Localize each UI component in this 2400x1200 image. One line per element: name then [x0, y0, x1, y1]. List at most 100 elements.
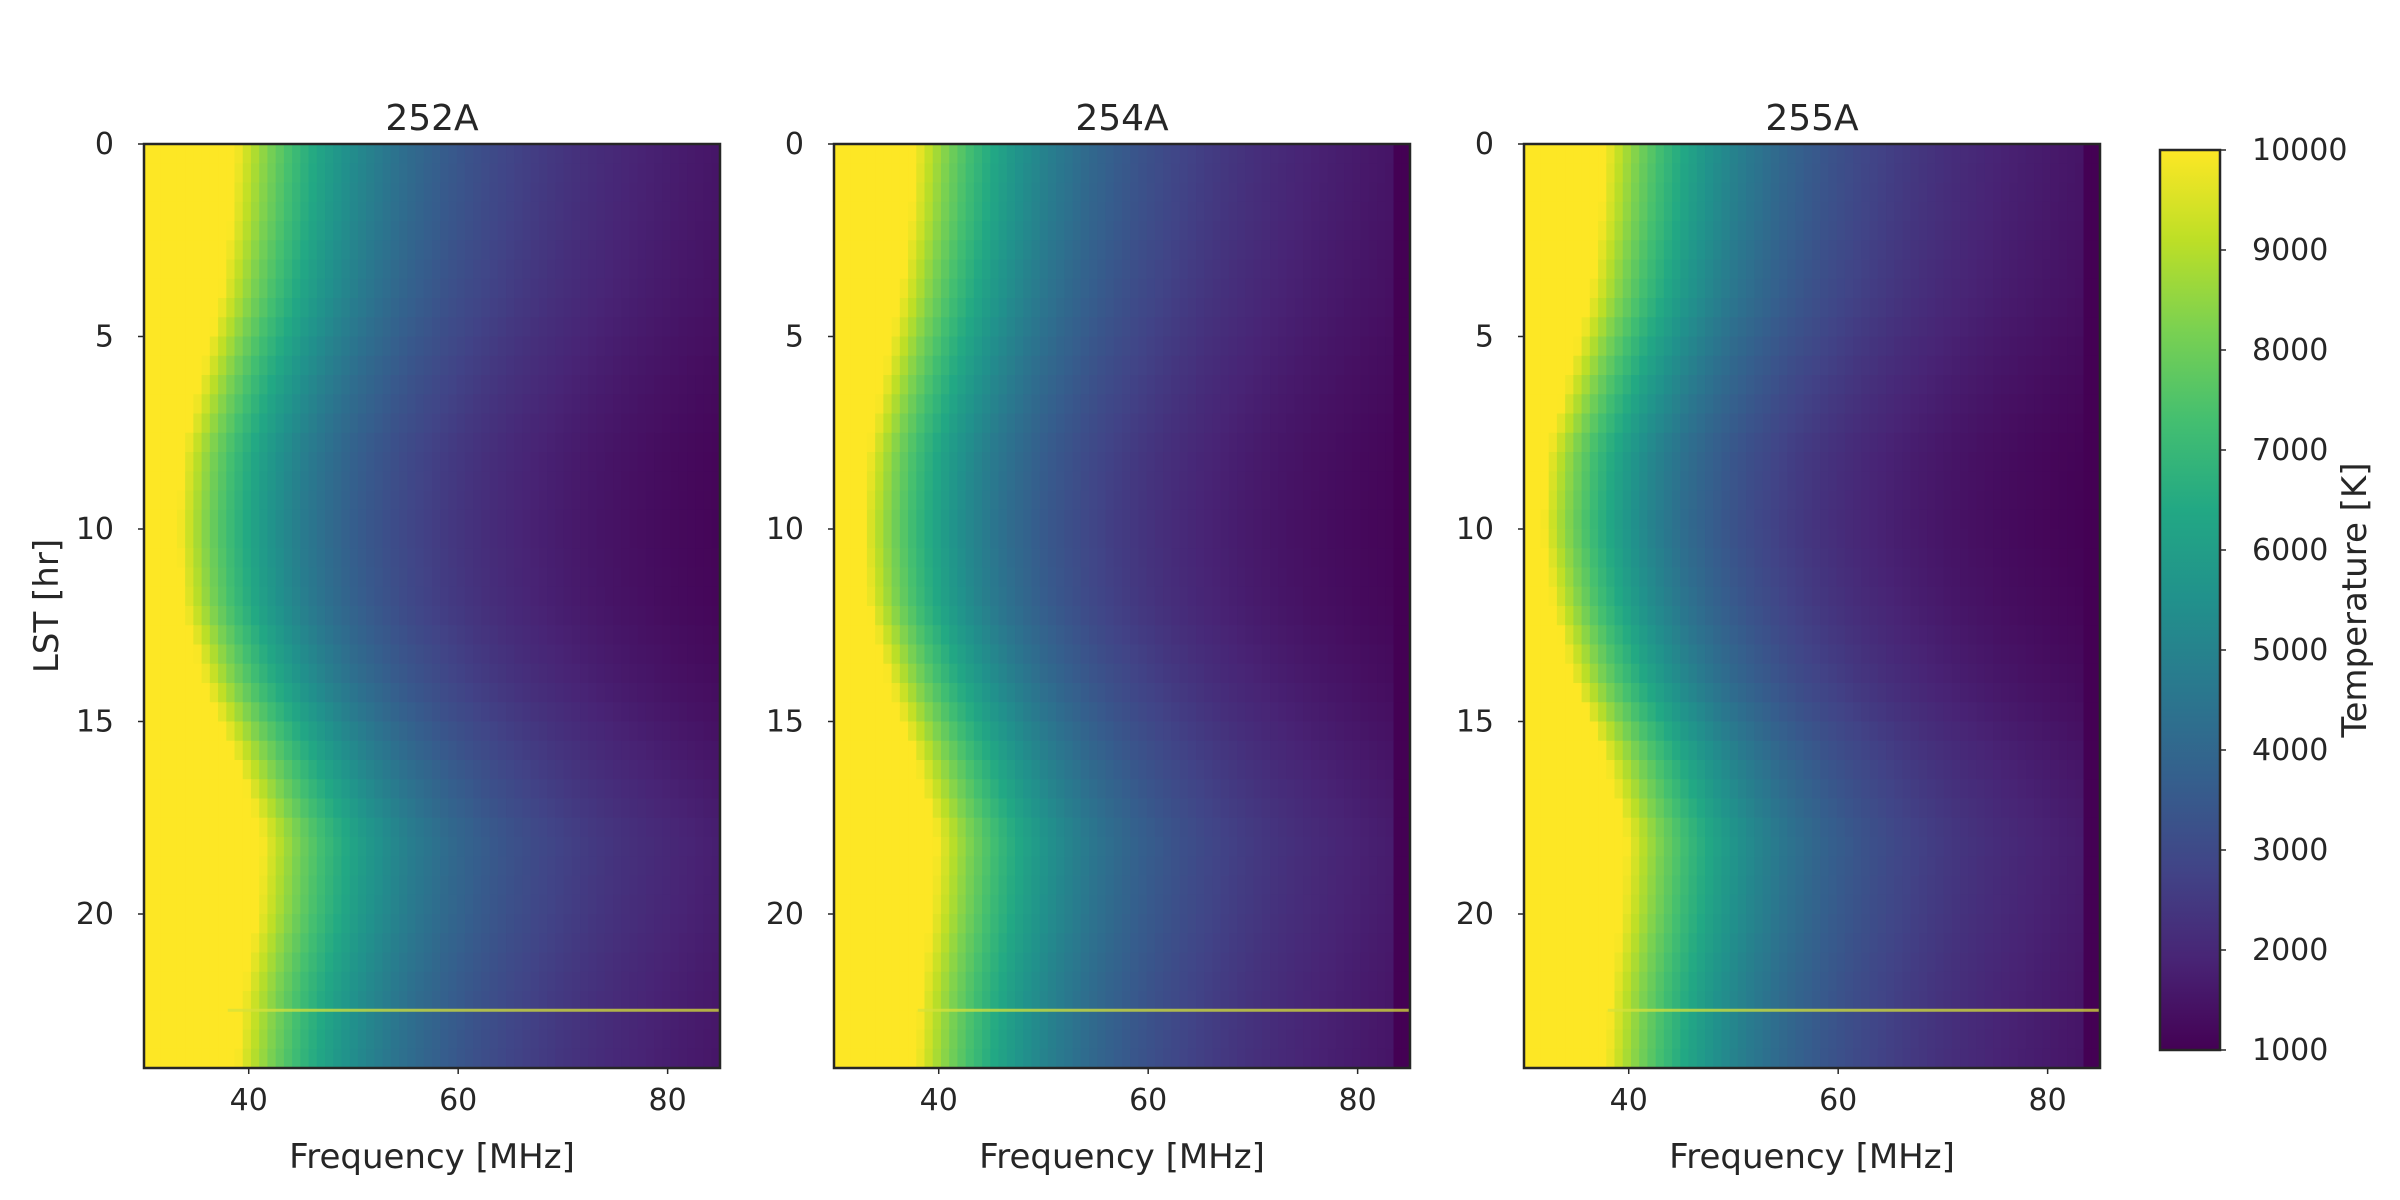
heatmap-cell — [1146, 413, 1156, 434]
heatmap-cell — [613, 201, 622, 222]
heatmap-cell — [1212, 298, 1222, 318]
heatmap-cell — [1047, 317, 1057, 338]
heatmap-cell — [940, 336, 950, 357]
heatmap-cell — [300, 1029, 310, 1050]
heatmap-cell — [1015, 432, 1024, 453]
heatmap-cell — [645, 837, 655, 857]
heatmap-cell — [687, 509, 696, 530]
heatmap-cell — [464, 740, 474, 761]
heatmap-cell — [374, 894, 384, 915]
heatmap-cell — [858, 163, 868, 184]
heatmap-cell — [1089, 509, 1098, 530]
heatmap-cell — [390, 163, 400, 184]
heatmap-cell — [1056, 452, 1065, 472]
heatmap-cell — [908, 355, 917, 376]
heatmap-cell — [1204, 221, 1214, 241]
heatmap-cell — [407, 201, 417, 222]
heatmap-cell — [506, 875, 515, 896]
heatmap-cell — [703, 663, 713, 684]
heatmap-cell — [1097, 221, 1107, 241]
heatmap-cell — [645, 567, 655, 588]
heatmap-cell — [1368, 394, 1378, 415]
heatmap-cell — [522, 856, 532, 877]
heatmap-cell — [637, 163, 647, 184]
heatmap-cell — [423, 586, 433, 607]
heatmap-cell — [678, 259, 688, 280]
heatmap-cell — [374, 1010, 384, 1031]
heatmap-cell — [654, 259, 663, 280]
heatmap-cell — [883, 413, 893, 434]
heatmap-cell — [949, 375, 959, 395]
heatmap-cell — [621, 144, 631, 164]
heatmap-cell — [1368, 201, 1378, 222]
heatmap-cell — [407, 336, 417, 357]
heatmap-cell — [144, 201, 153, 222]
heatmap-cell — [530, 991, 540, 1011]
heatmap-cell — [1196, 432, 1205, 453]
heatmap-cell — [292, 952, 301, 973]
heatmap-cell — [596, 471, 606, 492]
heatmap-cell — [1344, 221, 1353, 241]
heatmap-cell — [497, 471, 507, 492]
heatmap-cell — [670, 163, 680, 184]
heatmap-cell — [1311, 182, 1321, 203]
heatmap-cell — [916, 452, 926, 472]
heatmap-cell — [152, 952, 162, 973]
heatmap-cell — [973, 413, 983, 434]
heatmap-cell — [629, 548, 639, 569]
heatmap-cell — [1360, 529, 1370, 549]
heatmap-cell — [662, 240, 672, 261]
heatmap-cell — [218, 606, 227, 626]
heatmap-cell — [160, 548, 170, 569]
heatmap-cell — [530, 894, 540, 915]
heatmap-cell — [440, 933, 450, 954]
heatmap-cell — [538, 529, 548, 549]
heatmap-cell — [349, 586, 359, 607]
heatmap-cell — [1327, 471, 1337, 492]
heatmap-cell — [571, 625, 581, 646]
heatmap-cell — [571, 606, 581, 626]
heatmap-cell — [924, 394, 934, 415]
heatmap-cell — [621, 221, 631, 241]
heatmap-cell — [613, 817, 622, 838]
heatmap-cell — [621, 663, 631, 684]
heatmap-cell — [1311, 548, 1321, 569]
heatmap-cell — [1023, 471, 1033, 492]
heatmap-cell — [333, 182, 343, 203]
heatmap-cell — [1031, 509, 1041, 530]
heatmap-cell — [965, 317, 975, 338]
heatmap-cell — [949, 317, 959, 338]
heatmap-cell — [571, 933, 581, 954]
heatmap-cell — [489, 567, 499, 588]
heatmap-cell — [390, 509, 400, 530]
heatmap-cell — [267, 278, 277, 299]
heatmap-cell — [234, 567, 244, 588]
heatmap-cell — [481, 509, 491, 530]
heatmap-cell — [464, 1010, 474, 1031]
heatmap-cell — [588, 740, 598, 761]
heatmap-cell — [415, 894, 425, 915]
heatmap-cell — [144, 567, 153, 588]
heatmap-cell — [645, 163, 655, 184]
heatmap-cell — [506, 163, 515, 184]
heatmap-cell — [1080, 548, 1090, 569]
heatmap-cell — [144, 278, 153, 299]
heatmap-cell — [473, 567, 482, 588]
heatmap-cell — [998, 529, 1008, 549]
heatmap-cell — [949, 471, 959, 492]
heatmap-cell — [481, 221, 491, 241]
heatmap-cell — [957, 548, 967, 569]
heatmap-cell — [662, 798, 672, 819]
heatmap-cell — [1047, 182, 1057, 203]
heatmap-cell — [357, 490, 367, 511]
heatmap-cell — [349, 817, 359, 838]
heatmap-cell — [555, 144, 565, 164]
heatmap-cell — [842, 182, 852, 203]
heatmap-cell — [637, 914, 647, 934]
heatmap-cell — [152, 798, 162, 819]
heatmap-cell — [1377, 201, 1386, 222]
heatmap-cell — [875, 221, 884, 241]
heatmap-cell — [242, 317, 252, 338]
heatmap-cell — [637, 432, 647, 453]
heatmap-cell — [357, 298, 367, 318]
